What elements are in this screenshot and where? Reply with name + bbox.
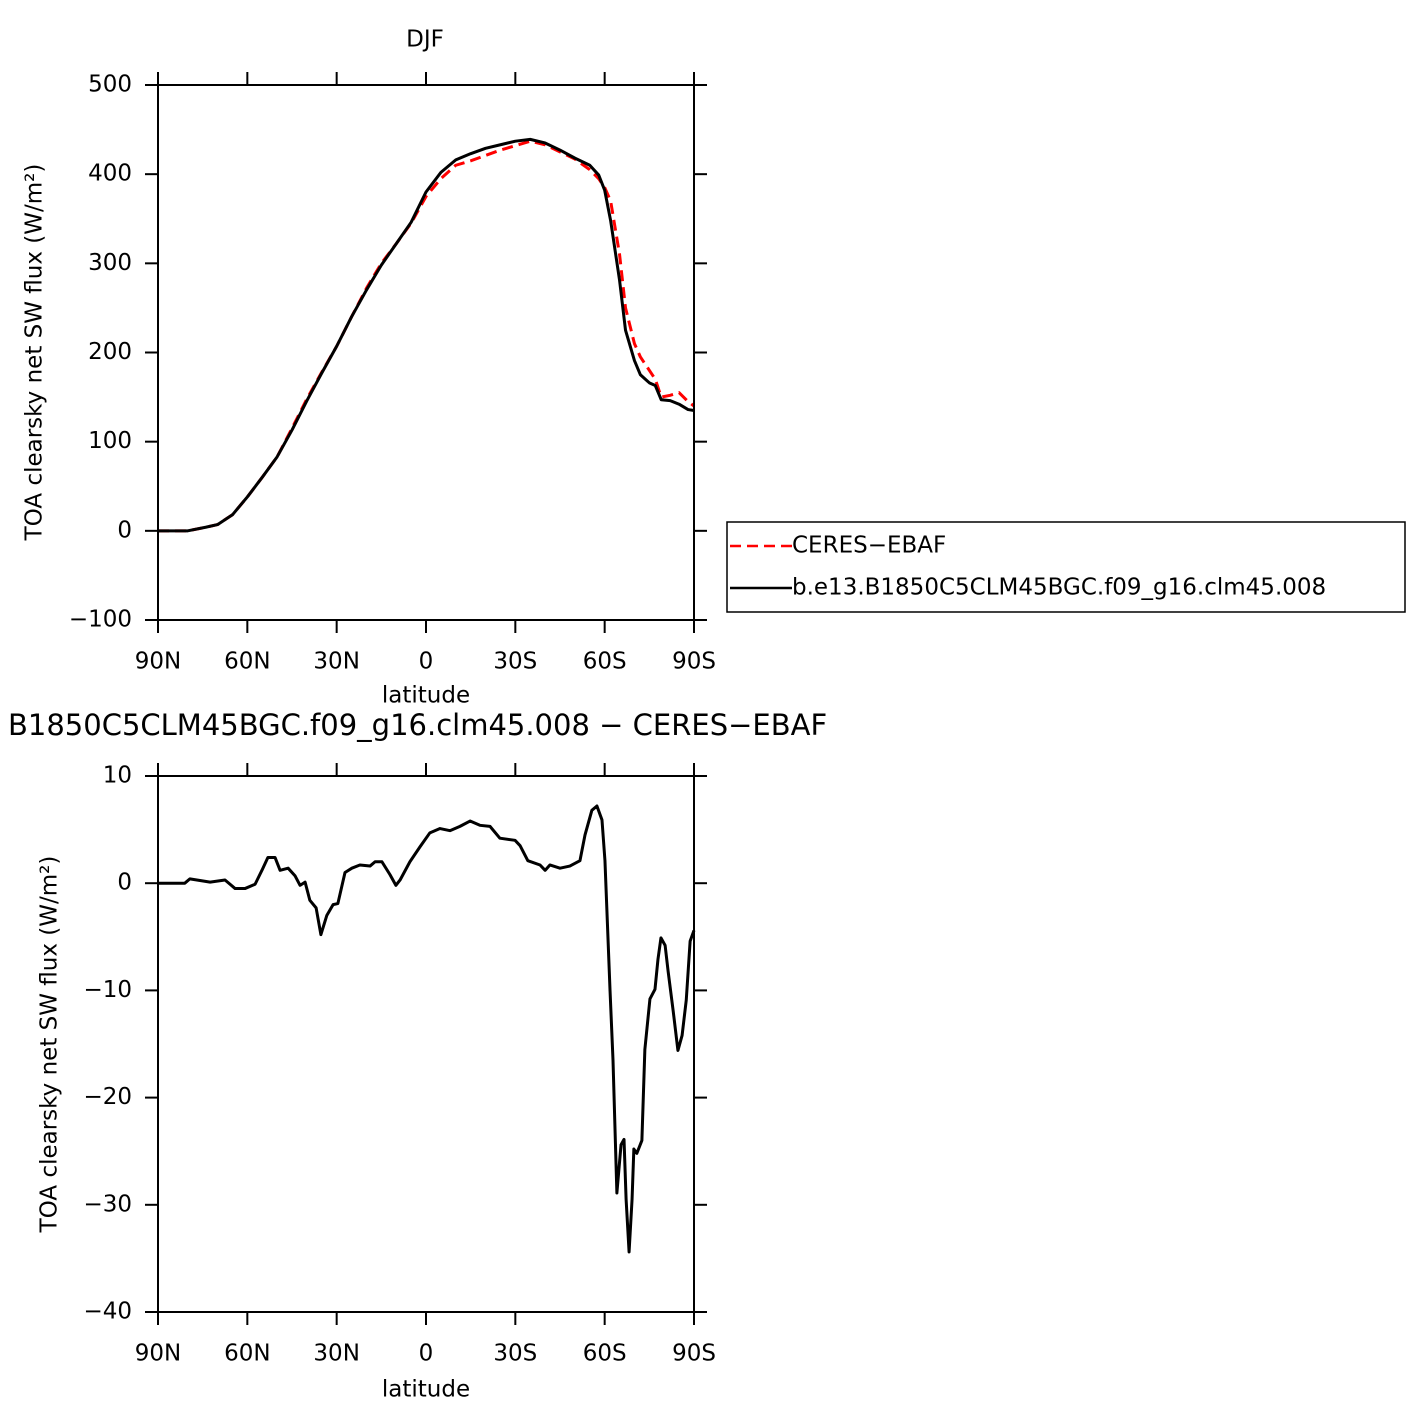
chart-title: B1850C5CLM45BGC.f09_g16.clm45.008 − CERE… (8, 708, 827, 742)
x-axis-label: latitude (382, 1377, 470, 1403)
y-tick-label: 0 (117, 870, 132, 896)
x-axis-label: latitude (382, 683, 470, 709)
y-tick-label: 500 (88, 72, 132, 98)
y-tick-label: 300 (88, 250, 132, 276)
y-tick-label: −30 (83, 1191, 132, 1217)
y-tick-label: 100 (88, 428, 132, 454)
x-tick-label: 60S (583, 649, 627, 675)
y-tick-label: −10 (83, 977, 132, 1003)
x-tick-label: 60N (224, 649, 270, 675)
y-tick-label: 200 (88, 339, 132, 365)
x-tick-label: 60S (583, 1341, 627, 1367)
x-tick-label: 30S (493, 649, 537, 675)
y-axis-label: TOA clearsky net SW flux (W/m²) (37, 856, 63, 1234)
x-tick-label: 30N (313, 1341, 359, 1367)
x-tick-label: 90N (135, 1341, 181, 1367)
plot-frame (157, 775, 695, 1313)
plot-frame (157, 84, 695, 621)
x-tick-label: 0 (419, 649, 434, 675)
x-tick-label: 30S (493, 1341, 537, 1367)
y-tick-label: −40 (83, 1299, 132, 1325)
y-tick-label: 0 (117, 517, 132, 543)
x-tick-label: 0 (419, 1341, 434, 1367)
legend-label: b.e13.B1850C5CLM45BGC.f09_g16.clm45.008 (792, 575, 1326, 601)
x-tick-label: 90S (672, 649, 716, 675)
legend-label: CERES−EBAF (792, 533, 946, 559)
x-tick-label: 90S (672, 1341, 716, 1367)
x-tick-label: 90N (135, 649, 181, 675)
legend-box (726, 521, 1406, 613)
data-line (158, 804, 696, 1254)
y-tick-label: 10 (103, 763, 132, 789)
y-tick-label: −100 (69, 607, 132, 633)
y-axis-label: TOA clearsky net SW flux (W/m²) (22, 164, 48, 542)
data-line (158, 137, 695, 533)
x-tick-label: 30N (313, 649, 359, 675)
y-tick-label: 400 (88, 161, 132, 187)
data-line (158, 139, 695, 533)
y-tick-label: −20 (83, 1084, 132, 1110)
x-tick-label: 60N (224, 1341, 270, 1367)
chart-title: DJF (406, 27, 444, 53)
